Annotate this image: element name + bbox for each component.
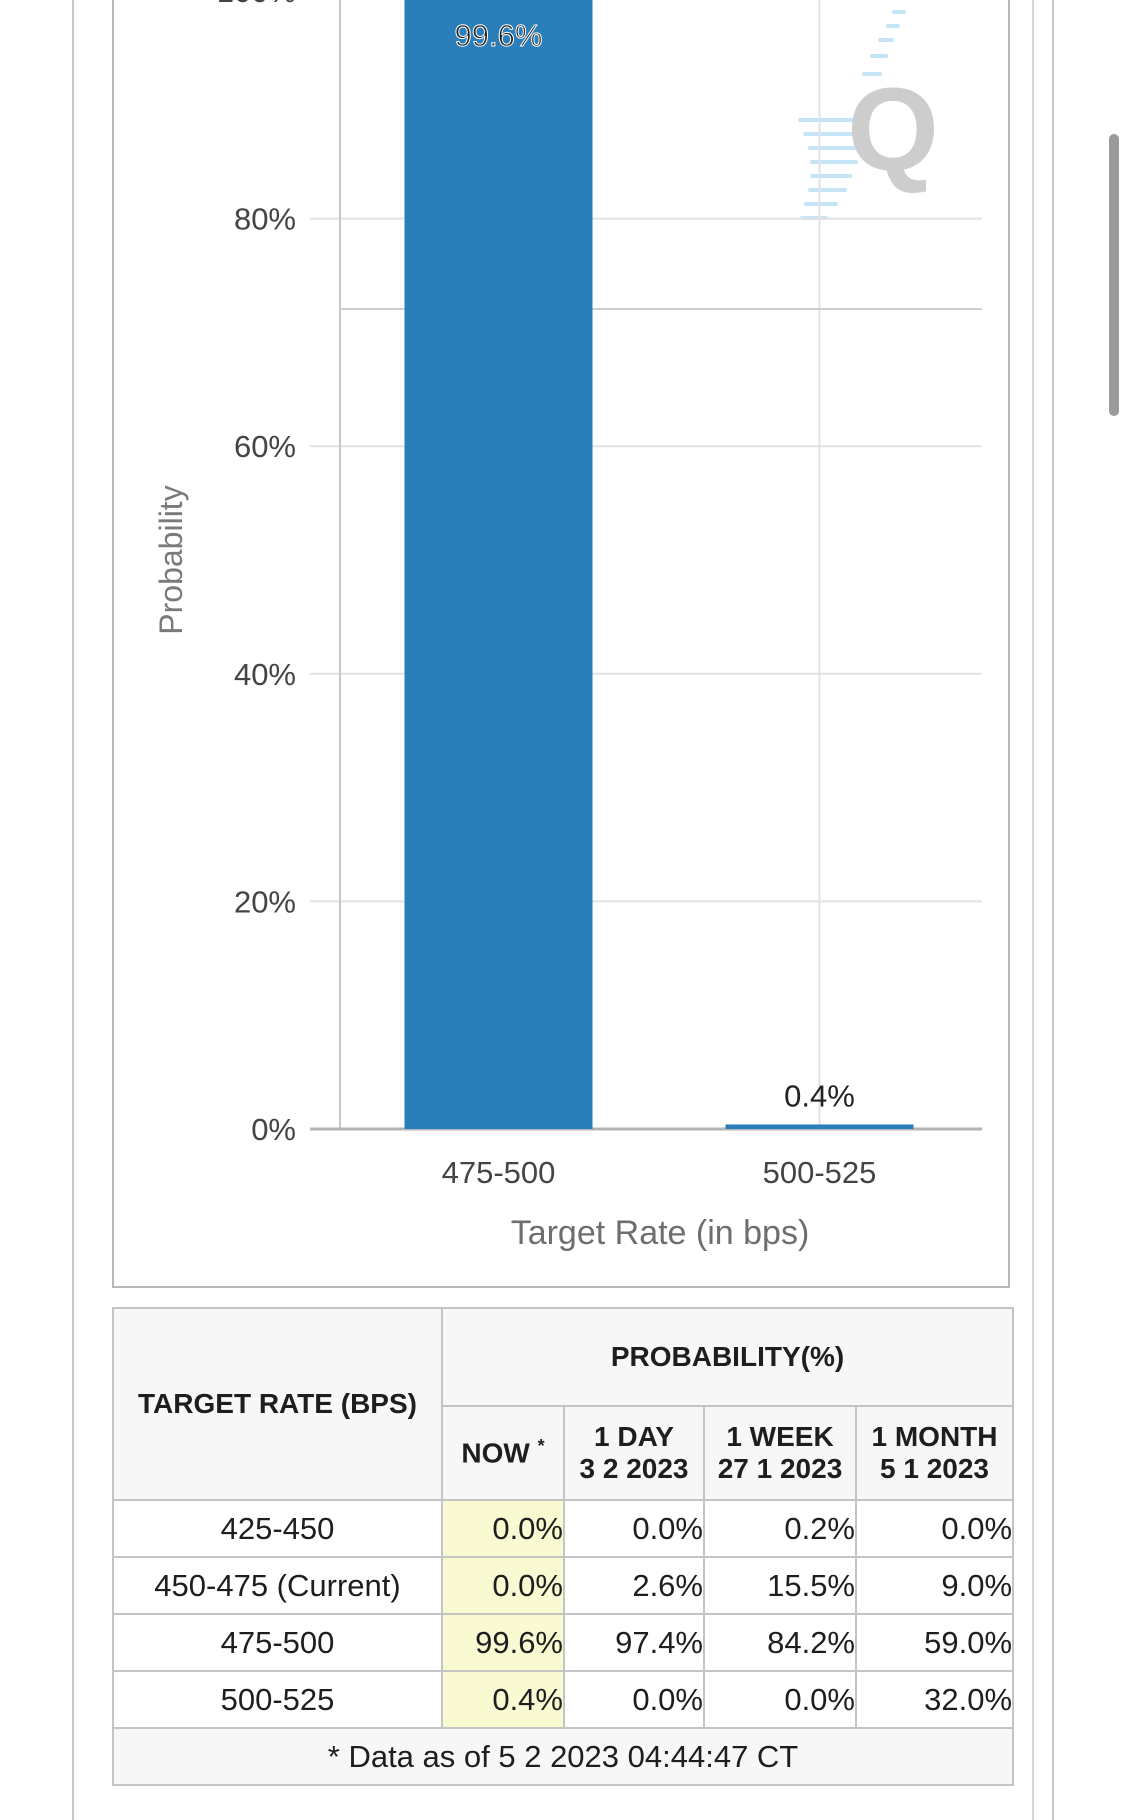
table-row: 475-500 99.6% 97.4% 84.2% 59.0% [112, 1613, 1015, 1672]
header-target-rate: TARGET RATE (BPS) [112, 1307, 443, 1501]
bars: 99.6% 0.4% [404, 0, 914, 1129]
cell-1-day: 97.4% [563, 1613, 705, 1672]
cell-1-month: 0.0% [854, 1499, 1015, 1558]
cell-1-week: 15.5% [703, 1556, 857, 1615]
cell-rate: 475-500 [112, 1613, 443, 1672]
y-tick-label: 100% [217, 0, 296, 9]
y-tick-label: 40% [234, 657, 296, 692]
y-tick-label: 80% [234, 202, 296, 237]
x-tick-label: 475-500 [442, 1155, 556, 1190]
cell-1-day: 0.0% [563, 1670, 705, 1729]
outer-frame [72, 0, 1054, 1820]
data-timestamp-footnote: * Data as of 5 2 2023 04:44:47 CT [111, 1727, 1015, 1786]
bar-500-525[interactable] [725, 1124, 914, 1129]
table-row: 450-475 (Current) 0.0% 2.6% 15.5% 9.0% [112, 1556, 1015, 1615]
scrollbar[interactable] [1109, 134, 1119, 416]
header-1-month: 1 MONTH 5 1 2023 [854, 1405, 1015, 1501]
watermark-letter: Q [847, 64, 939, 196]
cell-1-week: 0.2% [703, 1499, 857, 1558]
cell-rate: 425-450 [112, 1499, 443, 1558]
cell-1-week: 0.0% [703, 1670, 857, 1729]
bar-chart: Q 99.6% 0.4% 0% 20% 40% 60% 80% 100% 475-500 50… [153, 0, 982, 1252]
y-tick-label: 20% [234, 884, 296, 919]
cell-now: 0.4% [441, 1670, 565, 1729]
y-tick-label: 60% [234, 429, 296, 464]
cell-rate: 450-475 (Current) [112, 1556, 443, 1615]
cell-now: 0.0% [441, 1499, 565, 1558]
header-1-week: 1 WEEK 27 1 2023 [703, 1405, 857, 1501]
table-row: 425-450 0.0% 0.0% 0.2% 0.0% [112, 1499, 1015, 1558]
y-axis-label: Probability [153, 485, 189, 634]
cell-now: 99.6% [441, 1613, 565, 1672]
cell-1-month: 32.0% [854, 1670, 1015, 1729]
frame-line [1032, 0, 1034, 1820]
table-row: 500-525 0.4% 0.0% 0.0% 32.0% [112, 1670, 1015, 1729]
bar-value-label: 0.4% [784, 1078, 855, 1113]
cme-q-watermark-icon: Q [798, 10, 939, 220]
header-now: NOW * [441, 1405, 565, 1501]
header-1-day: 1 DAY 3 2 2023 [563, 1405, 705, 1501]
probability-table: TARGET RATE (BPS) PROBABILITY(%) NOW * 1… [111, 1307, 1015, 1786]
bar-475-500[interactable] [404, 0, 593, 1129]
x-tick-label: 500-525 [763, 1155, 877, 1190]
cell-1-month: 9.0% [854, 1556, 1015, 1615]
header-probability: PROBABILITY(%) [440, 1307, 1015, 1407]
cell-1-month: 59.0% [854, 1613, 1015, 1672]
x-axis-label: Target Rate (in bps) [511, 1214, 810, 1252]
bar-value-label: 99.6% [455, 18, 543, 53]
cell-1-week: 84.2% [703, 1613, 857, 1672]
cell-rate: 500-525 [112, 1670, 443, 1729]
cell-1-day: 0.0% [563, 1499, 705, 1558]
cell-1-day: 2.6% [563, 1556, 705, 1615]
cell-now: 0.0% [441, 1556, 565, 1615]
y-tick-labels: 0% 20% 40% 60% 80% 100% [217, 0, 296, 1147]
y-tick-label: 0% [251, 1112, 296, 1147]
x-tick-labels: 475-500 500-525 [442, 1155, 877, 1190]
